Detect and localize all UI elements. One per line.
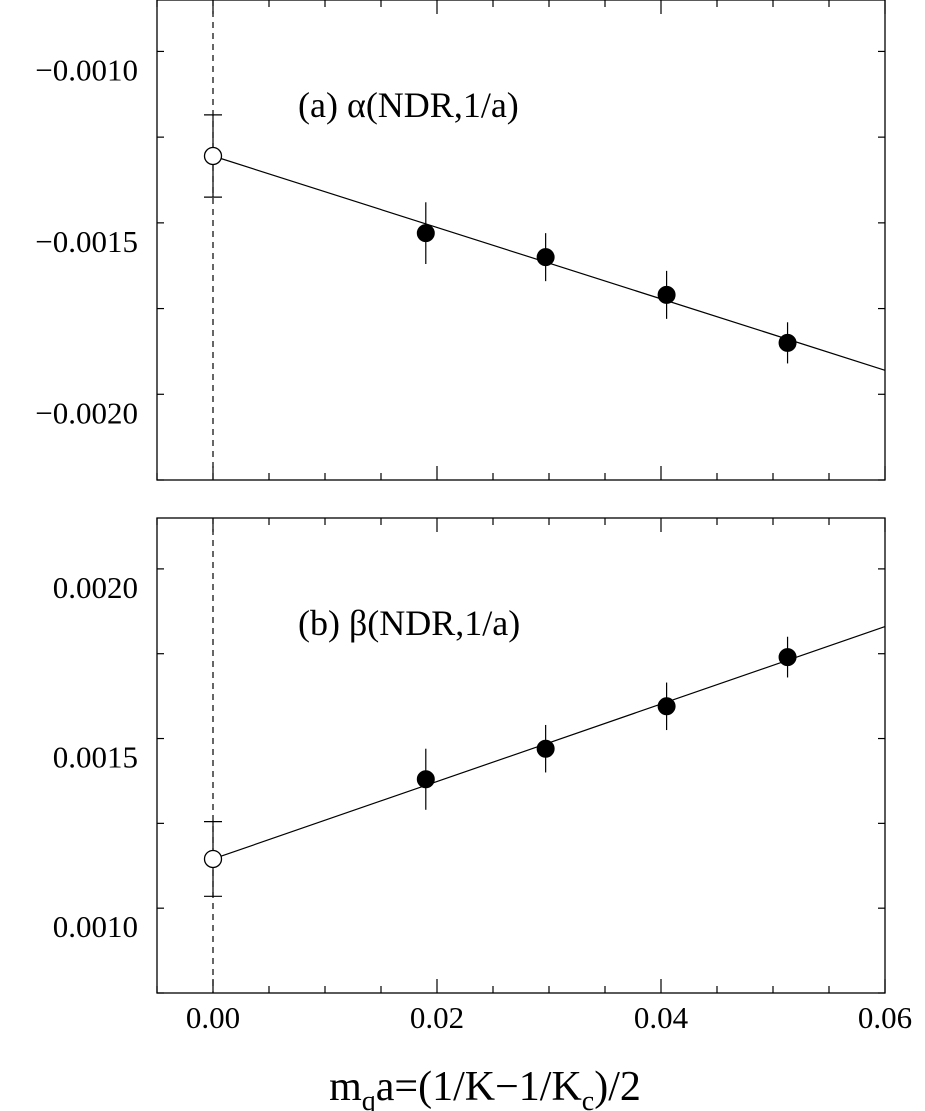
data-point [536, 248, 555, 267]
panel-annotation: (b) β(NDR,1/a) [298, 603, 520, 643]
y-tick-label: −0.0015 [35, 224, 138, 259]
panel-annotation: (a) α(NDR,1/a) [298, 85, 519, 125]
y-tick-label: 0.0015 [53, 740, 138, 775]
x-axis-label: mqa=(1/K−1/Kc)/2 [329, 1064, 641, 1111]
x-tick-label: 0.06 [858, 1000, 912, 1035]
plot-frame [156, 517, 886, 994]
plot-frame [156, 0, 886, 481]
x-tick-label: 0.04 [634, 1000, 689, 1035]
data-point [657, 285, 676, 304]
data-point [657, 697, 676, 716]
y-tick-label: 0.0010 [53, 909, 138, 944]
data-point [778, 648, 797, 667]
x-axis: 0.00 0.02 0.04 0.06 [186, 1000, 912, 1035]
x-tick-label: 0.02 [410, 1000, 464, 1035]
extrapolated-point [203, 146, 223, 166]
y-tick-label: 0.0020 [53, 570, 138, 605]
panel-b: 0.0020 0.0015 0.0010 (b) β(NDR,1/a) [53, 517, 886, 994]
data-point [416, 770, 435, 789]
extrapolated-point [203, 849, 223, 869]
y-tick-label: −0.0020 [35, 395, 138, 430]
x-tick-label: 0.00 [186, 1000, 240, 1035]
data-point [778, 333, 797, 352]
data-point [416, 224, 435, 243]
panel-a: −0.0010 −0.0015 −0.0020 (a) α(NDR,1/a) [35, 0, 886, 481]
data-point [536, 739, 555, 758]
y-tick-label: −0.0010 [35, 53, 138, 88]
